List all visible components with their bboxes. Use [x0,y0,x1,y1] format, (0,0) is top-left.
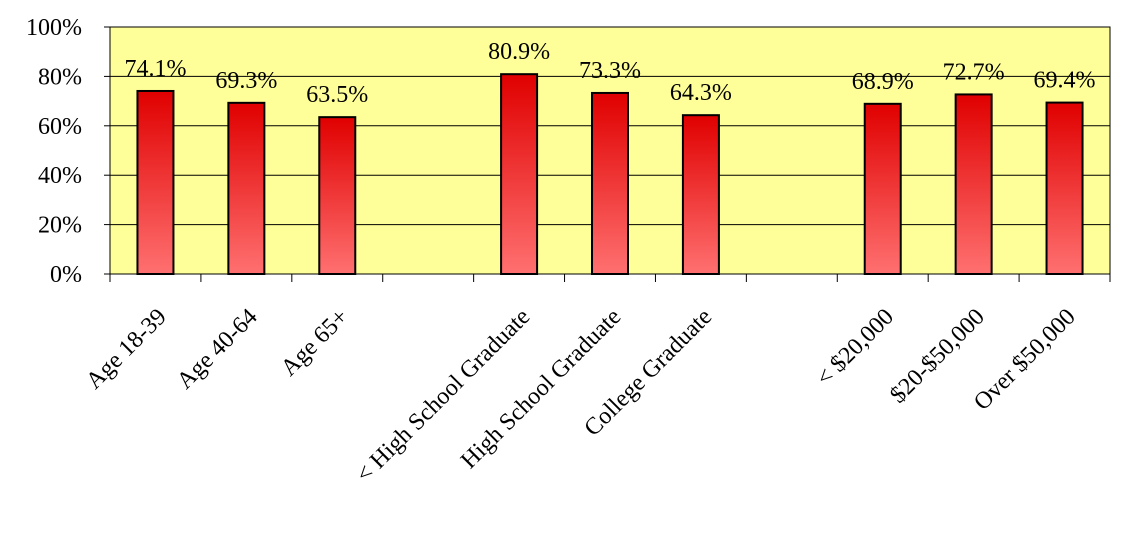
y-tick-label: 80% [38,64,82,90]
x-tick-label: High School Graduate [456,304,626,474]
data-label: 72.7% [943,59,1005,85]
bar [500,73,539,275]
data-label: 69.4% [1034,68,1096,94]
y-tick-label: 100% [26,15,82,41]
bar [318,116,357,275]
x-tick-label: < High School Graduate [351,304,535,488]
y-tick-label: 0% [50,262,82,288]
bar [591,91,629,275]
bar [136,89,175,275]
data-label: 74.1% [124,56,186,82]
bar [227,101,266,276]
data-label: 64.3% [670,80,732,106]
value-labels: 74.1% 69.3% 63.5% 80.9% 73.3% 64.3% 68.9% 72.7%… [124,39,1095,108]
y-axis-ticks: 0% 20% 40% 60% 80% 100% [26,15,110,288]
data-label: 68.9% [852,69,914,95]
bars [136,73,1084,276]
x-tick-label: Age 65+ [276,304,353,381]
y-tick-label: 40% [38,163,82,189]
bar [954,93,993,275]
data-label: 80.9% [488,39,550,65]
y-tick-label: 60% [38,114,82,140]
x-axis-ticks [109,274,1111,282]
x-tick-label: Age 40-64 [172,304,262,394]
bar [1045,101,1084,275]
bar [863,102,902,275]
y-tick-label: 20% [38,213,82,239]
data-label: 63.5% [306,82,368,108]
x-axis-labels: Age 18-39 Age 40-64 Age 65+< High School G… [81,304,1081,488]
x-tick-label: Age 18-39 [81,304,171,394]
bar [681,114,720,275]
data-label: 73.3% [579,58,641,84]
x-tick-label: < $20,000 [812,304,899,391]
data-label: 69.3% [215,68,277,94]
